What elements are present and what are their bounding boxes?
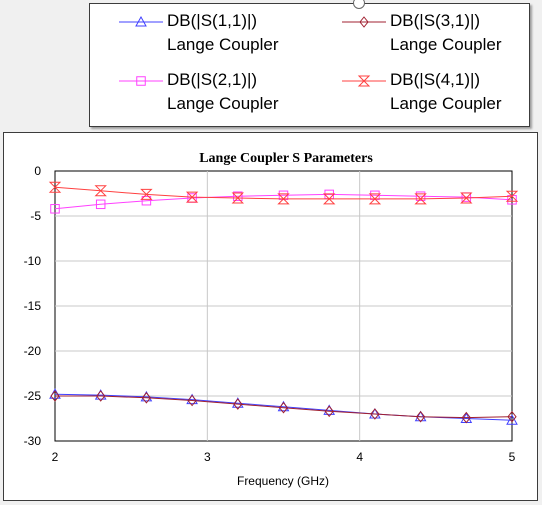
- square-marker-icon: [136, 76, 146, 86]
- legend-sublabel: Lange Coupler: [167, 35, 279, 54]
- legend-sublabel: Lange Coupler: [390, 94, 502, 113]
- y-tick-label: 0: [34, 164, 41, 178]
- legend-drag-handle[interactable]: [353, 0, 365, 9]
- data-point: [50, 204, 60, 214]
- data-point: [50, 390, 60, 402]
- data-point: [141, 391, 152, 404]
- legend-label: DB(|S(1,1)|): [167, 11, 258, 30]
- y-tick-label: -25: [24, 389, 42, 403]
- series-line: [55, 395, 513, 419]
- legend-label: DB(|S(2,1)|): [167, 70, 258, 89]
- data-point: [505, 190, 519, 202]
- data-point: [277, 193, 290, 205]
- hourglass-marker-icon: [357, 75, 371, 87]
- data-point: [48, 181, 62, 193]
- x-tick-label: 5: [509, 450, 516, 464]
- legend-label: DB(|S(4,1)|): [390, 70, 481, 89]
- data-point: [415, 410, 426, 423]
- data-point: [231, 192, 245, 204]
- series-3: [50, 189, 517, 214]
- data-point: [506, 414, 518, 425]
- y-tick-label: -30: [24, 434, 42, 448]
- legend-sublabel: Lange Coupler: [167, 94, 279, 113]
- series-line: [54, 193, 513, 210]
- chart-plot: Lange Coupler S Parameters Frequency (GH…: [24, 151, 519, 488]
- data-point: [278, 401, 289, 414]
- legend-swatch: [342, 16, 386, 28]
- triangle-up-marker-icon: [135, 15, 147, 27]
- y-tick-label: -5: [30, 209, 41, 223]
- legend-sublabel: Lange Coupler: [390, 35, 502, 54]
- data-point: [461, 411, 471, 424]
- legend-label: DB(|S(3,1)|): [390, 11, 481, 30]
- legend-entry: DB(|S(3,1)|) Lange Coupler: [342, 9, 542, 59]
- legend-swatch: [119, 76, 163, 86]
- data-point: [233, 191, 243, 201]
- legend-swatch: [342, 75, 386, 87]
- data-point: [140, 188, 153, 200]
- chart-frame: Lange Coupler S Parameters Frequency (GH…: [3, 132, 538, 501]
- chart-title: Lange Coupler S Parameters: [199, 151, 373, 166]
- x-axis-label: Frequency (GHz): [237, 474, 329, 488]
- data-point: [185, 191, 199, 203]
- x-tick-label: 3: [204, 450, 211, 464]
- data-point: [95, 199, 106, 210]
- legend-entry: DB(|S(1,1)|) Lange Coupler: [119, 9, 334, 59]
- data-point: [187, 394, 197, 407]
- y-tick-label: -15: [24, 299, 42, 313]
- data-point: [96, 390, 106, 402]
- data-point: [507, 410, 517, 423]
- legend-swatch: [119, 15, 163, 27]
- y-tick-label: -10: [24, 254, 42, 268]
- legend-entry: DB(|S(4,1)|) Lange Coupler: [342, 68, 542, 118]
- x-tick-label: 2: [52, 450, 59, 464]
- data-point: [370, 408, 380, 420]
- series-2: [50, 390, 517, 424]
- legend-entry: DB(|S(2,1)|) Lange Coupler: [119, 68, 334, 118]
- data-point: [233, 398, 243, 410]
- data-point: [415, 191, 426, 201]
- y-tick-label: -20: [24, 344, 42, 358]
- legend: DB(|S(1,1)|) Lange Coupler DB(|S(3,1)|) Lan…: [89, 0, 530, 127]
- diamond-marker-icon: [359, 16, 369, 28]
- x-tick-label: 4: [356, 450, 363, 464]
- series-4: [48, 181, 519, 205]
- data-point: [322, 193, 336, 205]
- data-point: [414, 193, 427, 205]
- data-point: [324, 405, 334, 418]
- data-point: [460, 192, 473, 204]
- data-point: [94, 185, 107, 197]
- data-point: [141, 195, 152, 206]
- data-point: [368, 193, 382, 205]
